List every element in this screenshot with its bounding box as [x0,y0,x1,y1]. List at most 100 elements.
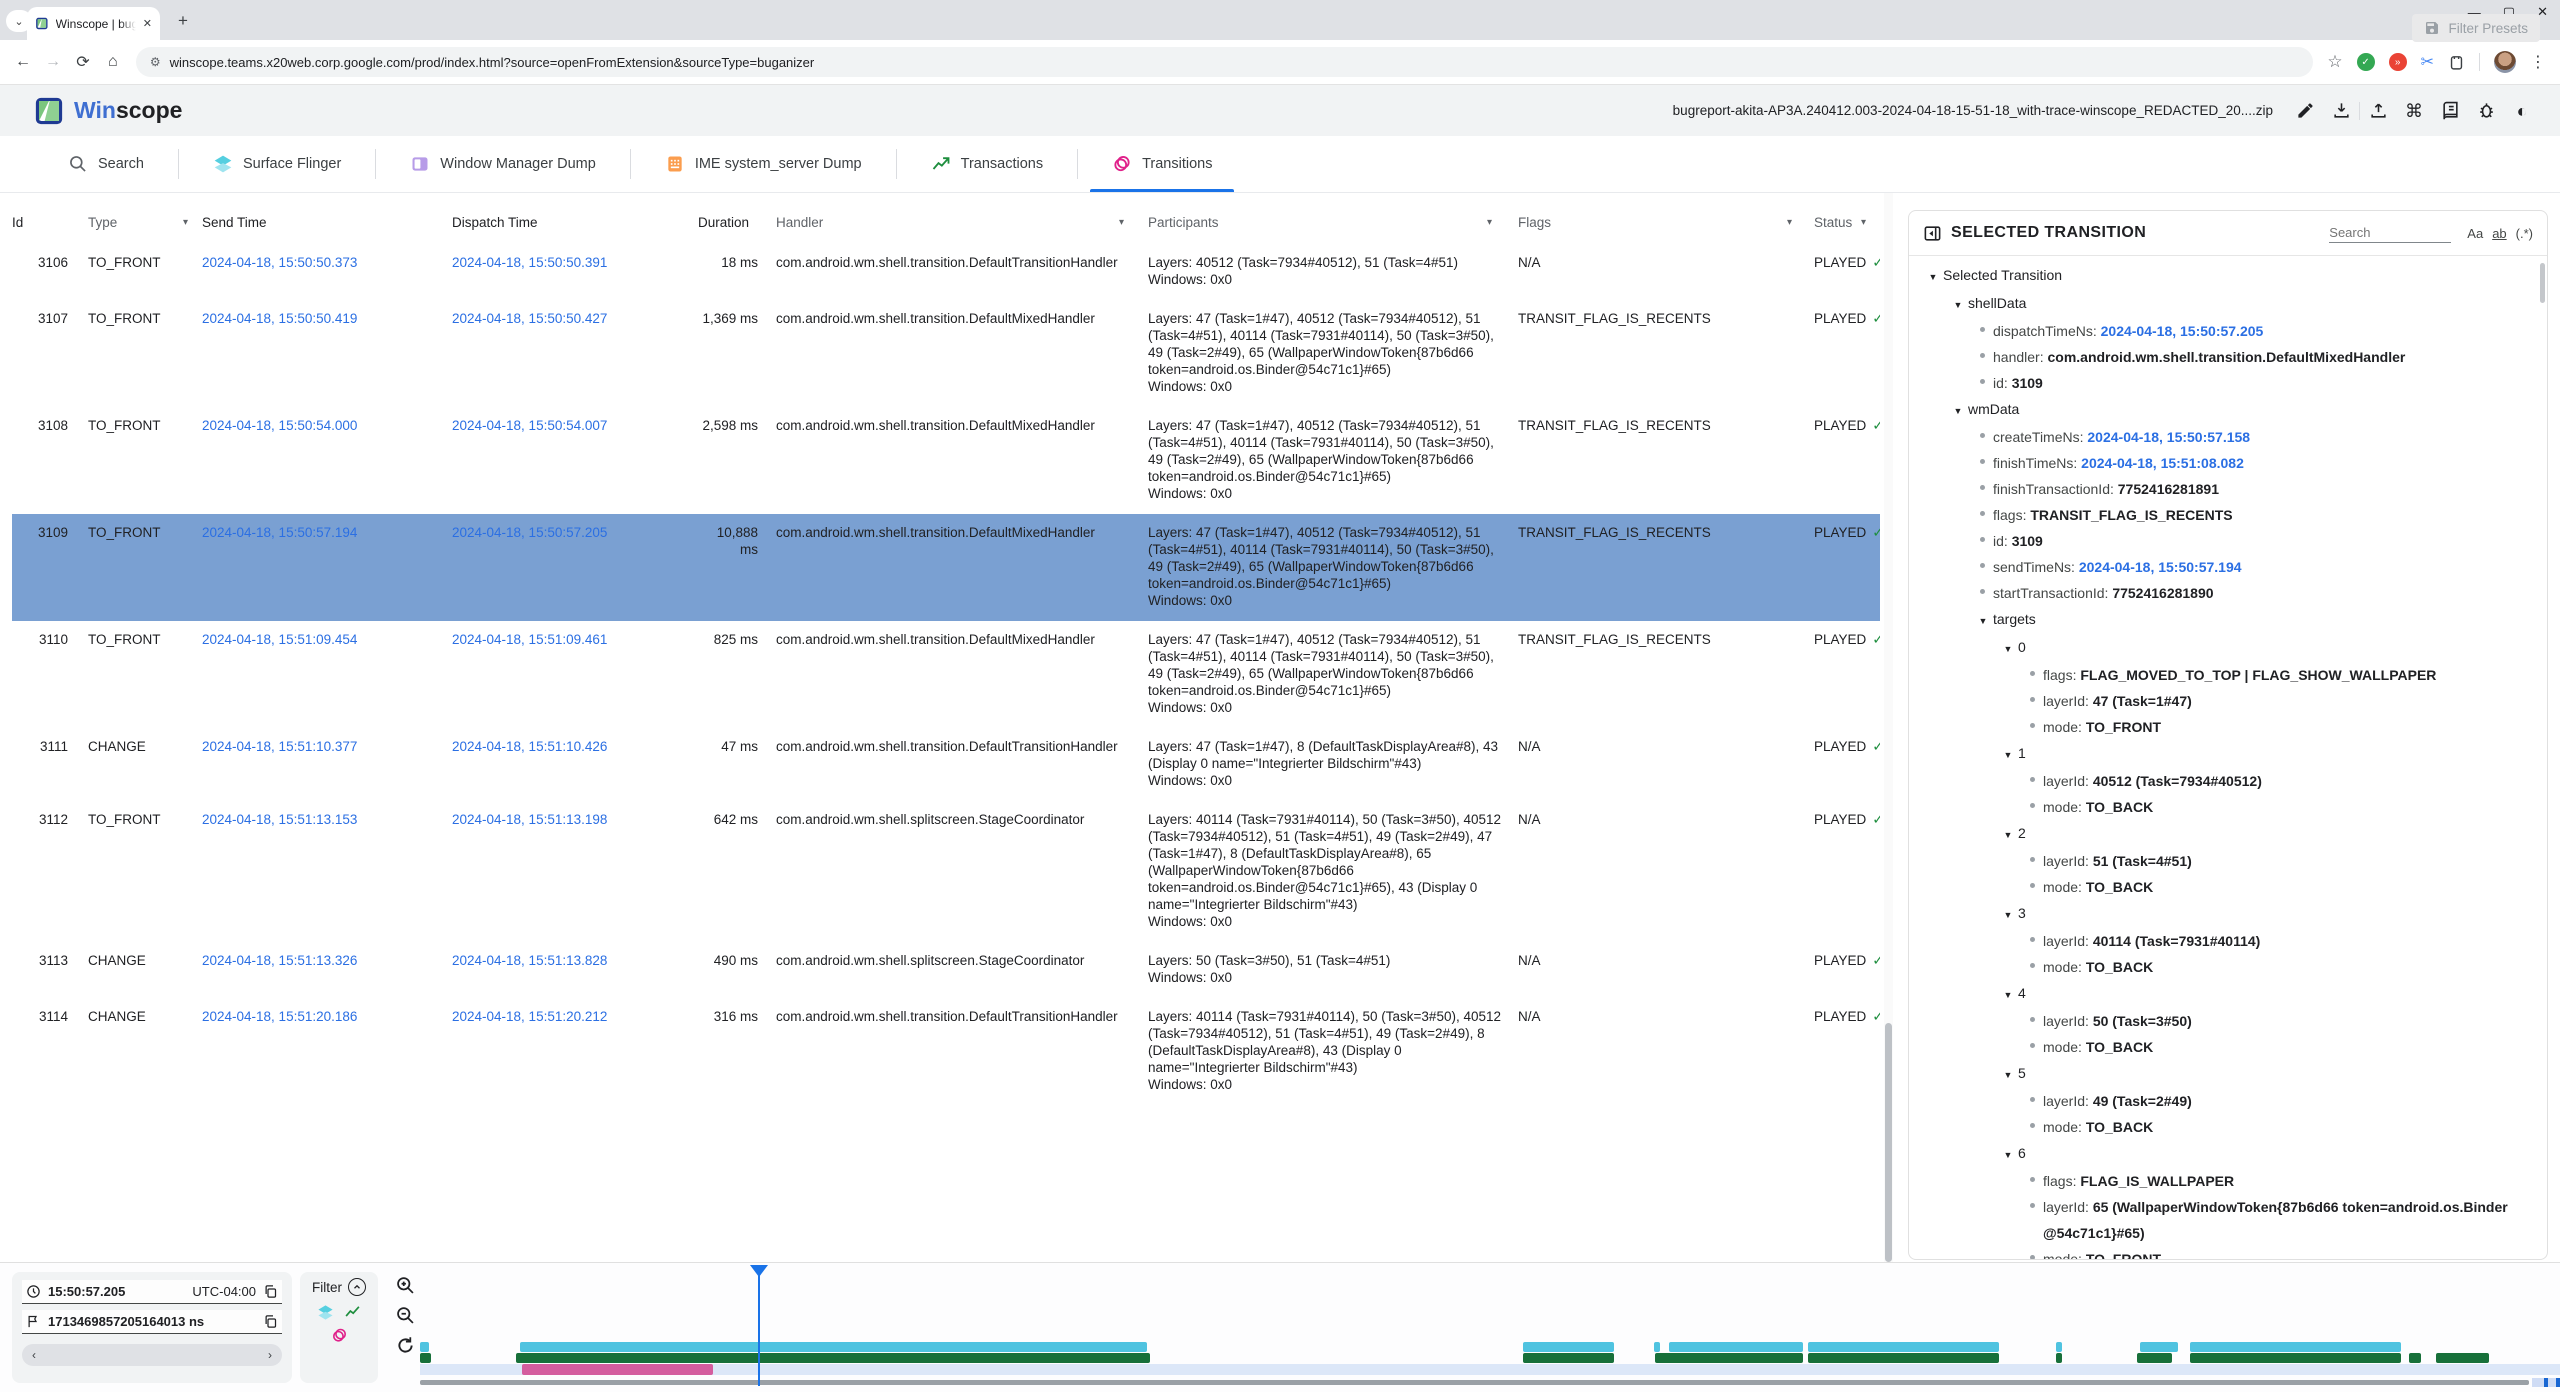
column-header-flags[interactable]: Flags ▾ [1506,215,1806,230]
collapse-node-icon[interactable]: ▼ [2003,830,2013,840]
tree-node-6[interactable]: ▼ 6 [1909,1140,2547,1168]
home-icon[interactable]: ⌂ [108,53,118,70]
transition-row-3111[interactable]: 3111 CHANGE 2024-04-18, 15:51:10.377 2024-0… [12,728,1880,801]
cell-send-time-link[interactable]: 2024-04-18, 15:50:54.000 [202,418,358,433]
collapse-node-icon[interactable]: ▼ [2003,990,2013,1000]
transactions-track-segment[interactable] [516,1353,1150,1363]
surface-flinger-track-segment[interactable] [1669,1342,1803,1352]
cell-send-time-link[interactable]: 2024-04-18, 15:51:13.153 [202,812,358,827]
transitions-track-segment[interactable] [522,1364,713,1375]
transition-row-3106[interactable]: 3106 TO_FRONT 2024-04-18, 15:50:50.373 2024… [12,244,1880,300]
tree-leaf-layerId[interactable]: layerId: 40114 (Task=7931#40114) [1909,928,2547,954]
cell-dispatch-time-link[interactable]: 2024-04-18, 15:50:50.391 [452,255,608,270]
tab-transitions[interactable]: Transitions [1078,136,1246,192]
prev-entry-icon[interactable]: ‹ [32,1348,36,1362]
dark-mode-icon[interactable]: ◐ [2516,100,2528,121]
tree-leaf-id[interactable]: id: 3109 [1909,528,2547,554]
transactions-track-segment[interactable] [2409,1353,2421,1363]
tree-leaf-layerId[interactable]: layerId: 49 (Task=2#49) [1909,1088,2547,1114]
upload-icon[interactable] [2360,96,2396,126]
documentation-book-icon[interactable] [2432,96,2468,126]
edit-pencil-icon[interactable] [2287,96,2323,126]
transition-row-3114[interactable]: 3114 CHANGE 2024-04-18, 15:51:20.186 2024-0… [12,998,1880,1105]
collapse-node-icon[interactable]: ▼ [2003,750,2013,760]
scissors-extension-icon[interactable]: ✂ [2420,54,2435,71]
transitions-track[interactable] [420,1364,2560,1375]
collapse-node-icon[interactable]: ▼ [1953,300,1963,310]
tree-leaf-flags[interactable]: flags: TRANSIT_FLAG_IS_RECENTS [1909,502,2547,528]
surface-flinger-track-segment[interactable] [1523,1342,1614,1352]
tree-leaf-finishTimeNs[interactable]: finishTimeNs: 2024-04-18, 15:51:08.082 [1909,450,2547,476]
timeline-scrollbar[interactable] [420,1380,2529,1385]
transactions-track-segment[interactable] [2137,1353,2172,1363]
cell-dispatch-time-link[interactable]: 2024-04-18, 15:51:10.426 [452,739,608,754]
tree-leaf-mode[interactable]: mode: TO_BACK [1909,1034,2547,1060]
site-settings-icon[interactable]: ⚙ [149,55,161,69]
tree-node-1[interactable]: ▼ 1 [1909,740,2547,768]
shortcuts-icon[interactable]: ⌘ [2405,100,2423,121]
scrollbar-thumb[interactable] [1885,1023,1892,1262]
regex-button[interactable]: (.*) [2515,225,2533,241]
tree-node-2[interactable]: ▼ 2 [1909,820,2547,848]
transition-row-3110[interactable]: 3110 TO_FRONT 2024-04-18, 15:51:09.454 2024… [12,621,1880,728]
cell-send-time-link[interactable]: 2024-04-18, 15:50:50.373 [202,255,358,270]
tab-window-manager-dump[interactable]: Window Manager Dump [376,136,630,192]
column-header-handler[interactable]: Handler ▾ [764,215,1138,230]
zoom-in-icon[interactable] [395,1275,416,1296]
tree-leaf-layerId[interactable]: layerId: 51 (Task=4#51) [1909,848,2547,874]
filter-dropdown-icon[interactable]: ▾ [182,217,188,228]
url-bar[interactable]: ⚙ winscope.teams.x20web.corp.google.com/… [135,47,2314,77]
collapse-node-icon[interactable]: ▼ [2003,1150,2013,1160]
cell-dispatch-time-link[interactable]: 2024-04-18, 15:50:57.205 [452,525,608,540]
cell-send-time-link[interactable]: 2024-04-18, 15:51:13.326 [202,953,358,968]
tree-node-3[interactable]: ▼ 3 [1909,900,2547,928]
cell-dispatch-time-link[interactable]: 2024-04-18, 15:51:13.828 [452,953,608,968]
surface-flinger-filter-icon[interactable] [317,1304,334,1321]
transactions-track-segment[interactable] [420,1353,431,1363]
surface-flinger-track-segment[interactable] [2056,1342,2062,1352]
next-entry-icon[interactable]: › [268,1348,272,1362]
tree-leaf-startTransactionId[interactable]: startTransactionId: 7752416281890 [1909,580,2547,606]
collapse-node-icon[interactable]: ▼ [1928,272,1938,282]
panel-search-input[interactable] [2329,223,2452,243]
tree-leaf-dispatchTimeNs[interactable]: dispatchTimeNs: 2024-04-18, 15:50:57.205 [1909,318,2547,344]
filter-dropdown-icon[interactable]: ▾ [1860,217,1866,228]
transactions-track-segment[interactable] [1523,1353,1614,1363]
tree-leaf-layerId[interactable]: layerId: 50 (Task=3#50) [1909,1008,2547,1034]
kebab-menu-icon[interactable]: ⋮ [2530,54,2547,71]
panel-scrollbar-thumb[interactable] [2540,263,2545,303]
extension-green-icon[interactable]: ✓ [2356,53,2375,71]
tree-node-4[interactable]: ▼ 4 [1909,980,2547,1008]
forward-icon[interactable]: → [44,53,61,70]
tree-leaf-mode[interactable]: mode: TO_BACK [1909,874,2547,900]
transition-row-3112[interactable]: 3112 TO_FRONT 2024-04-18, 15:51:13.153 2024… [12,801,1880,942]
surface-flinger-track-segment[interactable] [1654,1342,1660,1352]
timeline-tracks[interactable] [420,1263,2560,1392]
tree-node-selected-transition[interactable]: ▼ Selected Transition [1909,262,2547,290]
transitions-filter-icon[interactable] [331,1327,348,1344]
copy-ns-icon[interactable] [263,1314,278,1329]
report-bug-icon[interactable] [2468,96,2504,126]
transactions-track-segment[interactable] [1655,1353,1803,1363]
filter-dropdown-icon[interactable]: ▾ [1118,217,1124,228]
download-icon[interactable] [2323,96,2359,126]
tree-leaf-flags[interactable]: flags: FLAG_MOVED_TO_TOP | FLAG_SHOW_WAL… [1909,662,2547,688]
filter-dropdown-icon[interactable]: ▾ [1486,217,1492,228]
cell-send-time-link[interactable]: 2024-04-18, 15:51:10.377 [202,739,358,754]
human-time-field[interactable]: 15:50:57.205 UTC-04:00 [22,1280,282,1304]
tree-leaf-handler[interactable]: handler: com.android.wm.shell.transition… [1909,344,2547,370]
transition-row-3107[interactable]: 3107 TO_FRONT 2024-04-18, 15:50:50.419 2024… [12,300,1880,407]
collapse-node-icon[interactable]: ▼ [1978,616,1988,626]
extension-red-icon[interactable]: » [2388,53,2407,71]
filter-presets-button[interactable]: Filter Presets [2412,14,2540,42]
cell-send-time-link[interactable]: 2024-04-18, 15:51:20.186 [202,1009,358,1024]
column-header-participants[interactable]: Participants ▾ [1138,215,1506,230]
tree-leaf-mode[interactable]: mode: TO_BACK [1909,794,2547,820]
tree-node-wmdata[interactable]: ▼ wmData [1909,396,2547,424]
tree-leaf-sendTimeNs[interactable]: sendTimeNs: 2024-04-18, 15:50:57.194 [1909,554,2547,580]
zoom-reset-icon[interactable] [395,1335,416,1356]
transition-row-3109[interactable]: 3109 TO_FRONT 2024-04-18, 15:50:57.194 2024… [12,514,1880,621]
tree-node-shelldata[interactable]: ▼ shellData [1909,290,2547,318]
surface-flinger-track-segment[interactable] [2190,1342,2401,1352]
collapse-node-icon[interactable]: ▼ [2003,644,2013,654]
